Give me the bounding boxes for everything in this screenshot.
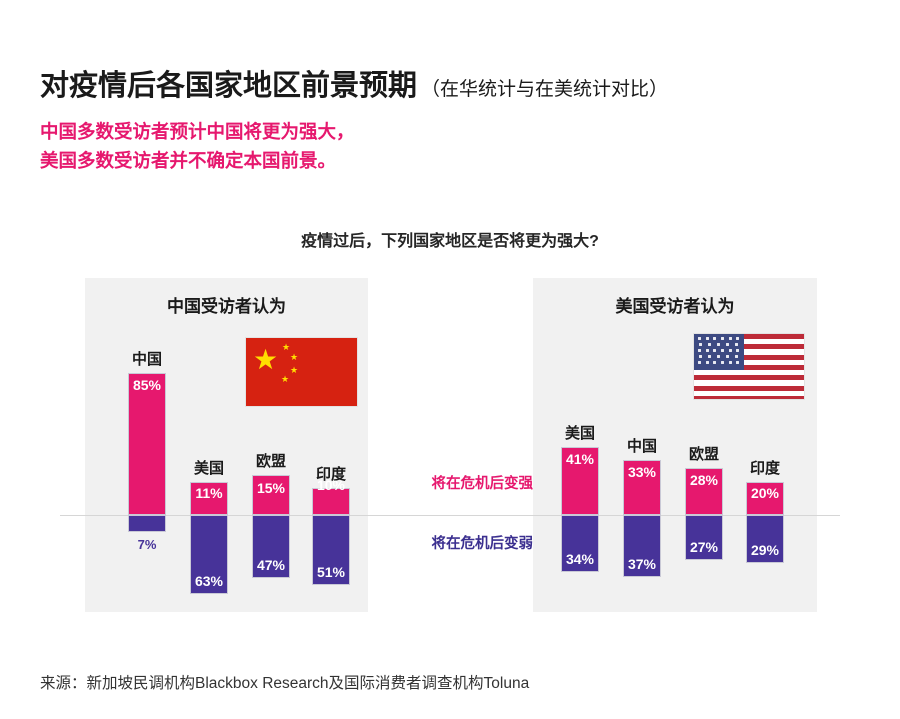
usa-flag-icon [693,333,805,400]
bar-category-label: 美国 [193,460,225,477]
bar-segment-positive[interactable]: 28% [685,468,723,515]
bar-segment-positive[interactable]: 20% [746,482,784,515]
bar-category-label: 美国 [564,425,596,442]
bar-segment-negative[interactable]: 47% [252,515,290,578]
bar-value-positive: 41% [565,451,595,467]
usa-flag-stripe [694,385,804,391]
bar-value-positive: 20% [750,485,780,501]
source-note: 来源：新加坡民调机构Blackbox Research及国际消费者调查机构Tol… [40,675,530,692]
bar-value-positive: 85% [132,377,162,393]
panel-title-usa: 美国受访者认为 [615,297,735,316]
bar-value-negative: 27% [689,539,719,555]
china-flag-star-large: ★ [253,344,279,375]
bar-value-positive: 33% [627,464,657,480]
bar-value-positive: 11% [195,485,223,501]
zero-baseline [60,515,840,516]
bar-value-positive: 10% [316,477,346,493]
lede-paragraph: 中国多数受访者预计中国将更为强大， 美国多数受访者并不确定本国前景。 [40,118,355,175]
bar-category-label: 印度 [749,460,781,477]
usa-flag-stripe [694,334,804,340]
bar-value-negative: 37% [627,556,657,572]
page-title: 对疫情后各国家地区前景预期 （在华统计与在美统计对比） [40,62,668,104]
usa-flag-canton [694,334,744,371]
china-flag-star-small-1: ★ [282,342,291,352]
china-flag-star-small-4: ★ [281,374,290,384]
bar-value-negative: 34% [565,551,595,567]
bar-segment-negative[interactable]: 51% [312,515,350,585]
usa-flag-stripe [694,375,804,381]
bar-segment-positive[interactable]: 11% [190,482,228,515]
legend-negative: 将在危机后变弱 [431,536,534,552]
bar-segment-negative[interactable]: 37% [623,515,661,577]
bar-value-positive: 28% [689,472,719,488]
bar-segment-negative[interactable]: 29% [746,515,784,563]
bar-segment-negative[interactable] [128,515,166,532]
usa-flag-stripe [694,364,804,371]
china-flag-star-small-3: ★ [290,365,299,375]
page-title-subtitle: （在华统计与在美统计对比） [421,79,669,100]
lede-line-2: 美国多数受访者并不确定本国前景。 [40,149,337,171]
bar-segment-negative[interactable]: 34% [561,515,599,572]
usa-flag-stripe [694,344,804,350]
bar-segment-positive[interactable]: 15% [252,475,290,515]
bar-value-positive: 15% [256,480,286,496]
bar-segment-negative[interactable]: 27% [685,515,723,560]
bar-category-label: 欧盟 [255,453,287,470]
bar-value-negative: 51% [316,564,346,580]
bar-segment-negative[interactable]: 63% [190,515,228,594]
bar-category-label: 欧盟 [688,446,720,463]
bar-segment-positive[interactable]: 85% [128,373,166,515]
china-flag-icon: ★ ★ ★ ★ ★ [245,337,358,407]
bar-segment-positive[interactable]: 33% [623,460,661,515]
bar-category-label: 印度 [315,466,347,483]
bar-value-negative: 7% [137,537,157,552]
china-flag-star-small-2: ★ [290,352,299,362]
chart-question: 疫情过后，下列国家地区是否将更为强大? [301,233,599,250]
bar-segment-positive[interactable]: 41% [561,447,599,515]
bar-value-negative: 29% [750,542,780,558]
usa-flag-stripe [694,395,804,399]
bar-value-negative: 47% [256,557,286,573]
bar-category-label: 中国 [626,438,658,455]
lede-line-1: 中国多数受访者预计中国将更为强大， [40,121,355,142]
legend-positive: 将在危机后变强 [431,476,534,492]
panel-title-china: 中国受访者认为 [167,297,286,316]
bar-value-negative: 63% [194,573,224,589]
bar-category-label: 中国 [131,351,163,368]
page-title-main: 对疫情后各国家地区前景预期 [40,70,418,102]
usa-flag-stripe [694,354,804,360]
bar-segment-positive[interactable]: 10% [312,477,350,515]
